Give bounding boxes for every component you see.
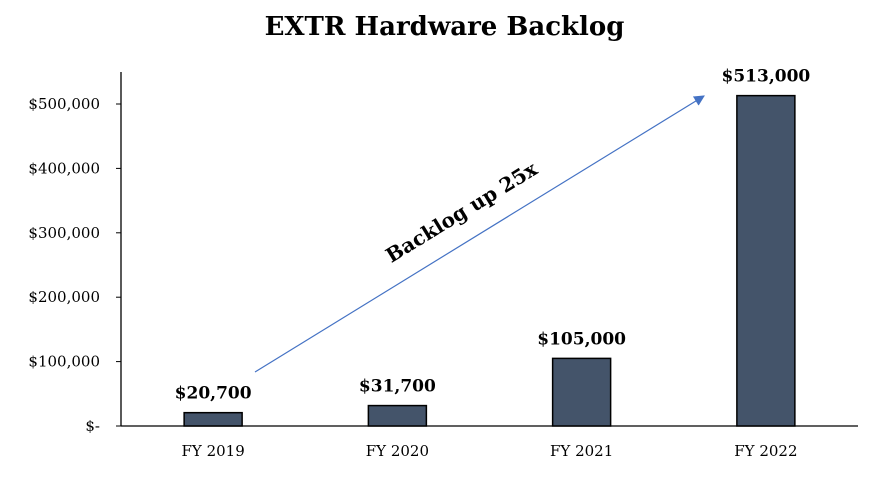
bar [736, 94, 796, 427]
x-tick-label: FY 2020 [366, 442, 429, 460]
x-tick-label: FY 2021 [550, 442, 613, 460]
y-tick-label: $- [85, 417, 100, 435]
y-tick-label: $500,000 [28, 95, 100, 113]
axes: $- $100,000 $200,000 $300,000 $400,000 $500,0… [28, 72, 858, 435]
y-tick-label: $400,000 [28, 159, 100, 177]
chart-title: EXTR Hardware Backlog [264, 12, 625, 42]
y-tick-label: $200,000 [28, 288, 100, 306]
annotation-text: Backlog up 25x [381, 156, 542, 267]
x-tick-label: FY 2022 [734, 442, 797, 460]
trend-arrow [254, 95, 705, 373]
x-tick-label: FY 2019 [181, 442, 244, 460]
data-label: $31,700 [359, 377, 436, 397]
bar [551, 357, 612, 427]
data-label: $513,000 [722, 67, 811, 87]
labels: $20,700 FY 2019 $31,700 FY 2020 $105,000 FY 2… [175, 67, 811, 460]
y-tick-label: $100,000 [28, 353, 100, 371]
bar [183, 411, 243, 427]
bars [183, 94, 796, 427]
data-label: $20,700 [175, 384, 252, 404]
data-label: $105,000 [537, 329, 626, 349]
y-tick-label: $300,000 [28, 224, 100, 242]
bar [367, 404, 428, 427]
